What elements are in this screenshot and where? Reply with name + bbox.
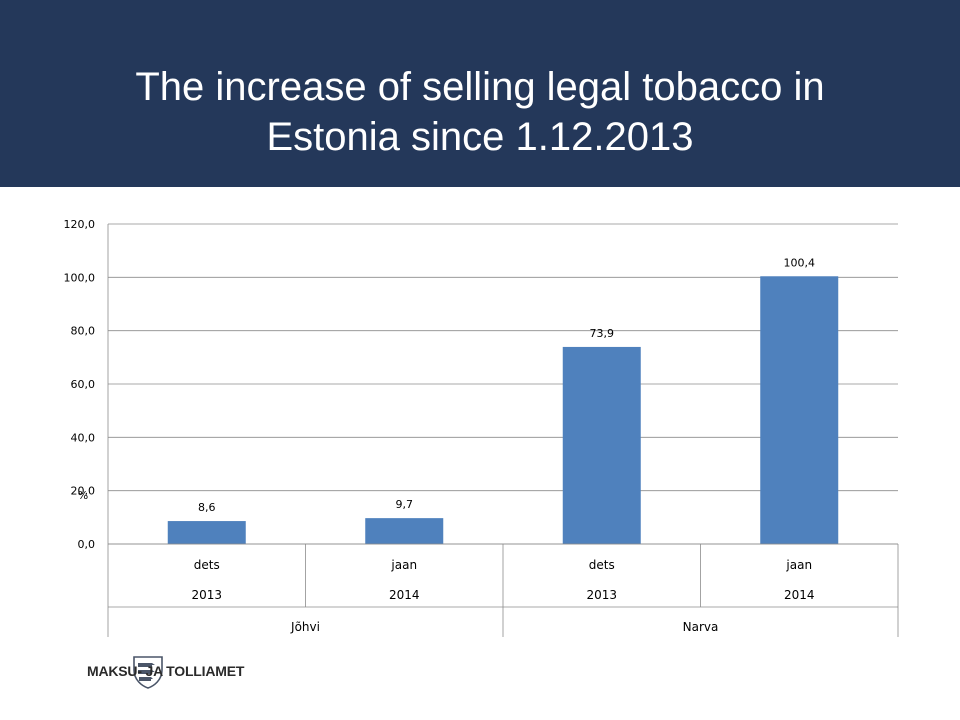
x-group-label: Narva xyxy=(683,620,719,634)
data-label: 8,6 xyxy=(198,501,216,514)
y-tick-label: 80,0 xyxy=(71,325,96,338)
y-tick-label: 20,0 xyxy=(71,485,96,498)
x-tick-year-label: 2013 xyxy=(191,588,222,602)
y-tick-label: 40,0 xyxy=(71,431,96,444)
x-tick-label: dets xyxy=(589,558,615,572)
data-label: 100,4 xyxy=(784,256,816,269)
bar xyxy=(760,276,839,544)
bar xyxy=(167,521,246,544)
x-group-label: Jõhvi xyxy=(290,620,320,634)
chart-canvas: 0,0 20,0 40,0 60,0 80,0 100,0 120,0% 8,6 9,7 73,9… xyxy=(64,218,899,637)
y-axis-unit-label: % xyxy=(78,489,88,502)
data-label: 73,9 xyxy=(590,327,615,340)
x-tick-year-label: 2014 xyxy=(784,588,815,602)
x-tick-label: dets xyxy=(194,558,220,572)
data-label: 9,7 xyxy=(396,498,414,511)
bar xyxy=(365,518,444,544)
slide-title: The increase of selling legal tobacco in… xyxy=(135,65,825,159)
x-tick-label: jaan xyxy=(390,558,417,572)
three-lions-shield-icon xyxy=(133,656,163,689)
y-tick-label: 120,0 xyxy=(64,218,96,231)
bar xyxy=(562,346,641,544)
bar-chart: 0,0 20,0 40,0 60,0 80,0 100,0 120,0% 8,6 9,7 73,9… xyxy=(0,187,960,650)
x-tick-label: jaan xyxy=(785,558,812,572)
y-tick-label: 60,0 xyxy=(71,378,96,391)
x-tick-year-label: 2013 xyxy=(586,588,617,602)
title-banner: The increase of selling legal tobacco in… xyxy=(0,0,960,187)
agency-logo-text: MAKSU- JA TOLLIAMET xyxy=(87,663,245,679)
y-tick-label: 100,0 xyxy=(64,271,96,284)
y-tick-label: 0,0 xyxy=(78,538,96,551)
x-tick-year-label: 2014 xyxy=(389,588,420,602)
